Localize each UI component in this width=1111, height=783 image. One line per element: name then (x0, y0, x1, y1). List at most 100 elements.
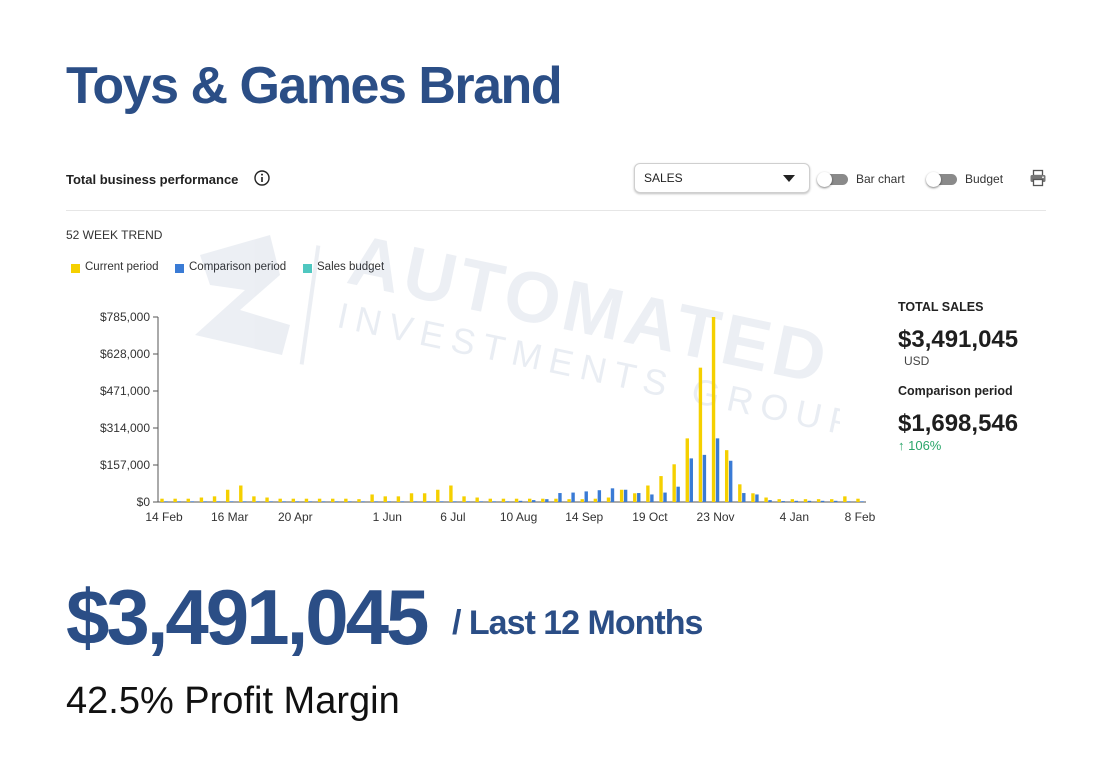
comparison-period-bar (768, 500, 772, 502)
legend-swatch (303, 264, 312, 273)
current-period-bar (751, 493, 755, 502)
x-tick-label: 20 Apr (278, 510, 313, 524)
comparison-period-bar (689, 458, 693, 502)
legend-swatch (175, 264, 184, 273)
comparison-period-bar (177, 501, 181, 502)
current-period-bar (554, 498, 558, 502)
y-tick-label: $0 (137, 495, 151, 509)
comparison-period-bar (361, 501, 365, 502)
total-sales-value: $3,491,045 (898, 326, 1019, 353)
current-period-bar (265, 497, 269, 502)
change-badge: ↑ 106% (898, 438, 942, 453)
y-tick-label: $314,000 (100, 421, 150, 435)
comparison-period-bar (492, 501, 497, 502)
comparison-period-bar (216, 501, 221, 502)
metric-select[interactable]: SALES (634, 163, 810, 193)
comparison-period-bar (413, 501, 418, 502)
comparison-period-bar (308, 501, 313, 502)
comparison-period-bar (321, 501, 326, 502)
comparison-period-bar (505, 501, 510, 502)
current-period-bar (396, 496, 401, 502)
comparison-period-bar (282, 501, 286, 502)
current-period-bar (541, 498, 545, 502)
current-period-bar (724, 450, 729, 502)
current-period-bar (685, 438, 689, 502)
total-sales-label: TOTAL SALES (898, 300, 984, 314)
comparison-period-label: Comparison period (898, 384, 1013, 398)
comparison-period-bar (518, 500, 523, 502)
legend-label: Sales budget (317, 261, 385, 273)
comparison-period-bar (623, 489, 628, 502)
metric-select-value: SALES (644, 171, 683, 185)
current-period-bar (331, 498, 335, 502)
current-period-bar (304, 498, 309, 502)
current-period-bar (199, 497, 204, 502)
comparison-period-bar (531, 500, 536, 502)
headline-period: / Last 12 Months (452, 604, 703, 642)
current-period-bar (212, 496, 217, 502)
current-period-bar (659, 476, 663, 502)
current-period-bar (606, 497, 611, 502)
comparison-period-value: $1,698,546 (898, 410, 1019, 437)
current-period-bar (278, 498, 282, 502)
x-tick-label: 14 Feb (145, 510, 183, 524)
comparison-period-bar (807, 500, 812, 502)
current-period-bar (843, 496, 847, 502)
trend-title: 52 WEEK TREND (66, 228, 163, 242)
x-tick-label: 16 Mar (211, 510, 248, 524)
comparison-period-bar (229, 501, 234, 502)
info-icon[interactable] (254, 170, 270, 186)
comparison-period-bar (728, 460, 733, 502)
current-period-bar (383, 496, 387, 502)
current-period-bar (186, 498, 190, 502)
comparison-period-bar (295, 501, 300, 502)
toggle-knob (817, 172, 832, 187)
x-tick-label: 14 Sep (565, 510, 603, 524)
comparison-period-bar (610, 488, 615, 502)
y-tick-label: $471,000 (100, 384, 150, 398)
card-header: Total business performance SALES Bar cha… (66, 163, 1047, 211)
current-period-bar (291, 498, 296, 502)
comparison-period-bar (440, 501, 444, 502)
current-period-bar (449, 485, 453, 502)
y-axis: $785,000 $628,000 $471,000 $314,000 $157,000… (100, 310, 159, 509)
comparison-period-bar (597, 490, 602, 502)
sales-summary: TOTAL SALES $3,491,045 USD Comparison pe… (898, 300, 1018, 453)
comparison-period-bar (794, 500, 799, 502)
trend-chart: $785,000 $628,000 $471,000 $314,000 $157,000… (100, 310, 876, 524)
comparison-period-bar (453, 501, 457, 502)
current-period-bar (409, 493, 414, 502)
budget-toggle-label: Budget (965, 172, 1004, 186)
legend-label: Comparison period (189, 261, 287, 273)
x-tick-label: 8 Feb (845, 510, 876, 524)
chart-bars (160, 317, 864, 502)
bar-chart-toggle-label: Bar chart (856, 172, 905, 186)
current-period-bar (816, 499, 821, 502)
y-tick-label: $628,000 (100, 347, 150, 361)
print-icon[interactable] (1029, 169, 1047, 187)
comparison-period-bar (256, 501, 260, 502)
comparison-period-bar (584, 491, 588, 502)
toggle-track (927, 174, 957, 185)
comparison-period-bar (834, 500, 838, 502)
comparison-period-bar (702, 454, 707, 502)
comparison-period-bar (847, 501, 851, 502)
comparison-period-bar (558, 493, 562, 502)
comparison-period-bar (781, 501, 785, 502)
current-period-bar (475, 497, 479, 502)
current-period-bar (580, 499, 584, 502)
y-tick-label: $785,000 (100, 310, 150, 324)
legend-label: Current period (85, 261, 159, 273)
current-period-bar (357, 499, 361, 502)
x-tick-label: 4 Jan (780, 510, 809, 524)
current-period-bar (344, 498, 348, 502)
card-title: Total business performance (66, 172, 239, 187)
current-period-bar (698, 367, 703, 502)
x-axis: 14 Feb 16 Mar 20 Apr 1 Jun 6 Jul 10 Aug 14 Sep… (145, 501, 876, 524)
comparison-period-bar (820, 500, 825, 502)
current-period-bar (462, 496, 466, 502)
current-period-bar (619, 489, 624, 502)
chevron-down-icon (783, 175, 795, 182)
comparison-period-bar (715, 438, 720, 502)
comparison-period-bar (466, 501, 470, 502)
